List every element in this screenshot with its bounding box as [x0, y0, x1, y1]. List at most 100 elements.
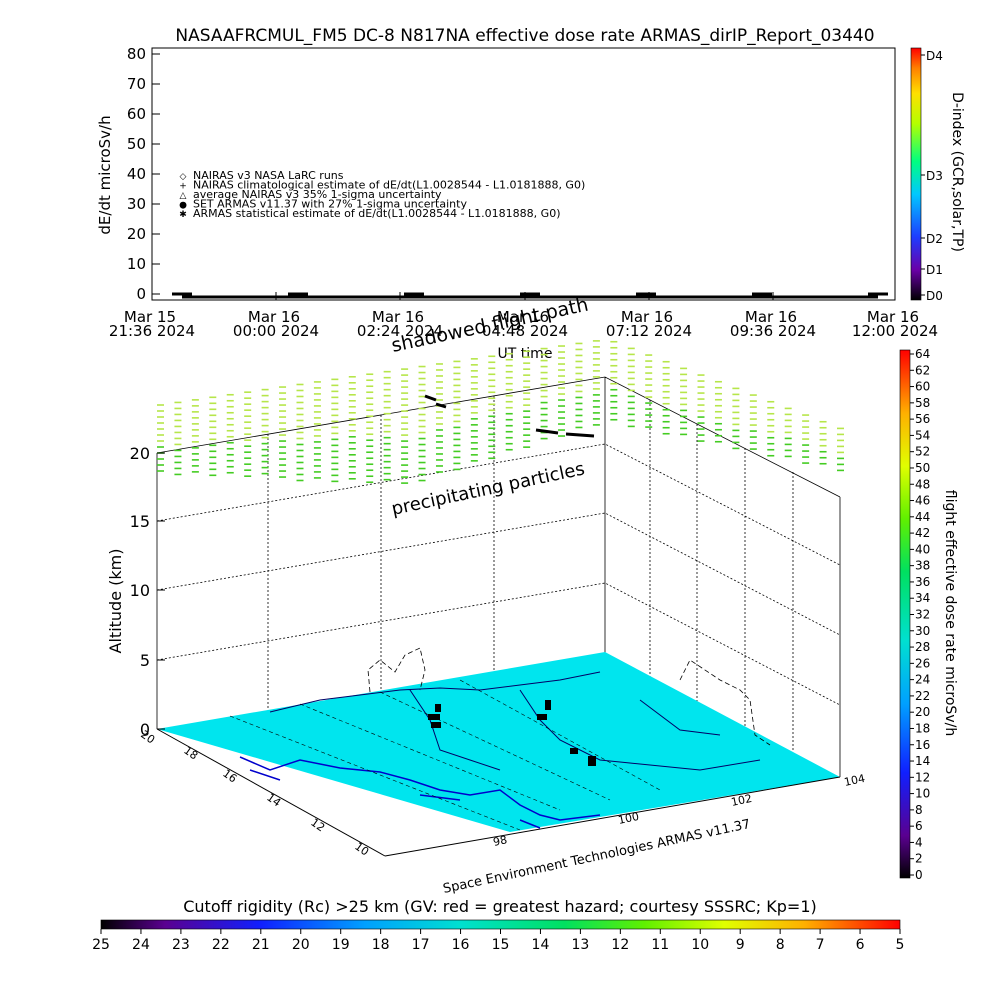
legend-entry: NAIRAS v3 NASA LaRC runs	[193, 169, 344, 182]
cutoff-tick-label: 12	[611, 937, 629, 953]
top-x-tick-date: Mar 16	[621, 308, 673, 326]
dose-rate-tick-label: 10	[915, 787, 930, 801]
latitude-tick-label: 18	[181, 744, 200, 763]
latitude-tick-label: 16	[220, 767, 239, 786]
dose-rate-tick-label: 34	[915, 591, 930, 605]
top-y-axis-label: dE/dt microSv/h	[96, 115, 114, 234]
dose-rate-tick-label: 62	[915, 363, 930, 377]
dose-rate-point	[404, 292, 424, 296]
dose-rate-tick-label: 6	[915, 819, 923, 833]
cutoff-tick-label: 9	[736, 937, 745, 953]
dose-rate-tick-label: 58	[915, 396, 930, 410]
cutoff-tick-label: 23	[172, 937, 190, 953]
legend-entry: average NAIRAS v3 35% 1-sigma uncertaint…	[193, 188, 442, 201]
legend-entry: SET ARMAS v11.37 with 27% 1-sigma uncert…	[193, 198, 467, 211]
dose-rate-tick-label: 60	[915, 380, 930, 394]
cutoff-tick-label: 5	[896, 937, 905, 953]
top-x-tick-date: Mar 15	[124, 308, 176, 326]
cutoff-tick-label: 14	[532, 937, 550, 953]
d-index-tick-label: D2	[926, 232, 943, 246]
dose-rate-colorbar	[899, 349, 911, 879]
d-index-tick-label: D3	[926, 169, 943, 183]
cutoff-tick-label: 22	[212, 937, 230, 953]
top-x-tick-date: Mar 16	[248, 308, 300, 326]
top-x-tick-time: 21:36 2024	[109, 322, 195, 340]
dose-rate-tick-label: 20	[915, 705, 930, 719]
altitude-tick-label: 0	[140, 720, 150, 739]
dose-rate-point	[636, 292, 656, 296]
d-index-tick-label: D1	[926, 263, 943, 277]
top-y-tick-label: 10	[127, 255, 146, 273]
dose-rate-tick-label: 30	[915, 624, 930, 638]
top-x-tick-date: Mar 16	[497, 308, 549, 326]
land-borders	[269, 671, 761, 771]
top-y-ticks: 0 10 20 30 40 50 60 70 80	[127, 45, 160, 303]
cutoff-title: Cutoff rigidity (Rc) >25 km (GV: red = g…	[183, 897, 817, 916]
legend-symbol: ◇	[180, 172, 187, 182]
dose-rate-tick-label: 40	[915, 542, 930, 556]
d-index-tick-label: D4	[926, 49, 943, 63]
dose-rate-tick-label: 18	[915, 721, 930, 735]
legend-symbol: ●	[179, 201, 187, 211]
longitude-ticks: 98 100 102 104	[492, 772, 866, 849]
dose-rate-tick-label: 14	[915, 754, 930, 768]
dose-rate-tick-label: 46	[915, 494, 930, 508]
cutoff-tick-label: 10	[691, 937, 709, 953]
cutoff-tick-label: 20	[292, 937, 310, 953]
top-y-tick-label: 20	[127, 225, 146, 243]
top-data-series	[172, 292, 888, 299]
dose-rate-tick-label: 4	[915, 835, 923, 849]
altitude-tick-label: 15	[130, 512, 150, 531]
top-y-tick-label: 40	[127, 165, 146, 183]
top-x-axis-label: UT time	[498, 346, 553, 362]
d-index-ticks: D0 D1 D2 D3 D4	[921, 49, 943, 303]
wall-grid	[156, 376, 841, 777]
dose-rate-point	[520, 292, 540, 296]
dose-rate-tick-label: 0	[915, 868, 923, 882]
top-x-tick-time: 12:00 2024	[852, 322, 938, 340]
top-y-tick-label: 70	[127, 75, 146, 93]
top-x-tick-time: 02:24 2024	[357, 322, 443, 340]
longitude-tick-label: 104	[843, 772, 866, 789]
cutoff-tick-label: 13	[571, 937, 589, 953]
top-y-tick-label: 30	[127, 195, 146, 213]
flight-shadow-marks	[424, 394, 595, 438]
dose-rate-point	[288, 292, 308, 296]
dose-rate-point	[868, 292, 888, 296]
cutoff-ticks: 25 24 23 22 21 20 19 18 17 16 15 14 13 12 11 10 9 8 7 6 5	[92, 929, 904, 953]
dose-rate-tick-label: 24	[915, 673, 930, 687]
main-panel: precipitating particles	[106, 340, 958, 897]
dose-rate-tick-label: 38	[915, 559, 930, 573]
dose-rate-tick-label: 42	[915, 526, 930, 540]
cutoff-colorbar	[100, 919, 901, 930]
sea-surface	[157, 652, 840, 832]
cutoff-tick-label: 16	[452, 937, 470, 953]
legend-symbol: △	[180, 191, 187, 201]
cutoff-panel: Cutoff rigidity (Rc) >25 km (GV: red = g…	[92, 897, 904, 953]
top-y-tick-label: 50	[127, 135, 146, 153]
chart-title: NASAAFRCMUL_FM5 DC-8 N817NA effective do…	[175, 26, 874, 46]
precipitating-particles-field	[157, 340, 844, 484]
longitude-tick-label: 100	[617, 810, 640, 827]
cutoff-tick-label: 21	[252, 937, 270, 953]
cutoff-tick-label: 7	[816, 937, 825, 953]
cutoff-tick-label: 11	[651, 937, 669, 953]
top-x-tick-time: 09:36 2024	[730, 322, 816, 340]
longitude-tick-label: 102	[730, 792, 753, 809]
altitude-tick-label: 20	[130, 444, 150, 463]
cutoff-tick-label: 15	[492, 937, 510, 953]
cutoff-tick-label: 8	[776, 937, 785, 953]
dose-rate-ticks: 0246810121416182022242628303234363840424…	[910, 347, 930, 882]
dose-rate-colorbar-label: flight effective dose rate microSv/h	[942, 490, 958, 736]
legend-symbol: ✱	[179, 210, 187, 220]
legend-entry: NAIRAS climatological estimate of dE/dt(…	[193, 179, 585, 192]
cutoff-tick-label: 6	[856, 937, 865, 953]
top-x-tick-time: 00:00 2024	[233, 322, 319, 340]
terrain-outline	[367, 647, 771, 746]
altitude-ticks: 0 5 10 15 20	[130, 444, 165, 739]
credit-text: Space Environment Technologies ARMAS v11…	[442, 817, 752, 897]
top-x-tick-date: Mar 16	[745, 308, 797, 326]
dose-rate-tick-label: 54	[915, 428, 930, 442]
